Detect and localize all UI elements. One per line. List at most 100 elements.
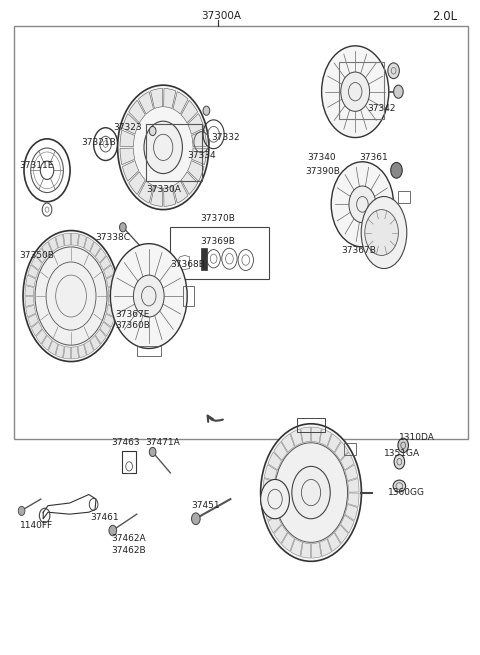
Wedge shape xyxy=(42,335,52,350)
Wedge shape xyxy=(327,533,341,552)
Text: 1310DA: 1310DA xyxy=(399,433,435,442)
Circle shape xyxy=(149,447,156,457)
Text: 37323: 37323 xyxy=(113,123,142,132)
Wedge shape xyxy=(31,256,42,270)
Wedge shape xyxy=(120,148,135,164)
Text: 37462B: 37462B xyxy=(111,546,146,555)
Wedge shape xyxy=(312,427,321,443)
Text: 37334: 37334 xyxy=(187,151,216,160)
Wedge shape xyxy=(192,130,206,147)
Ellipse shape xyxy=(361,196,407,269)
Wedge shape xyxy=(264,464,277,481)
Text: 37332: 37332 xyxy=(211,133,240,142)
Text: 37330A: 37330A xyxy=(146,185,181,195)
Wedge shape xyxy=(122,113,139,134)
Wedge shape xyxy=(151,186,163,206)
Wedge shape xyxy=(268,452,282,470)
Wedge shape xyxy=(48,341,58,355)
Wedge shape xyxy=(268,515,282,533)
Text: 2.0L: 2.0L xyxy=(432,10,457,23)
Bar xyxy=(14,26,468,439)
Circle shape xyxy=(341,72,370,111)
Wedge shape xyxy=(301,427,311,443)
Bar xyxy=(339,62,384,119)
Text: 37463: 37463 xyxy=(111,438,140,447)
Wedge shape xyxy=(104,265,114,278)
Wedge shape xyxy=(63,346,71,359)
Bar xyxy=(170,227,269,279)
Circle shape xyxy=(391,162,402,178)
Bar xyxy=(146,124,202,181)
Circle shape xyxy=(322,46,389,138)
Wedge shape xyxy=(274,525,288,544)
Wedge shape xyxy=(188,113,204,134)
Wedge shape xyxy=(42,242,52,257)
Circle shape xyxy=(349,186,376,223)
Wedge shape xyxy=(138,181,154,203)
Wedge shape xyxy=(335,441,348,460)
Circle shape xyxy=(388,63,399,79)
Bar xyxy=(201,248,207,270)
Text: 37321B: 37321B xyxy=(82,138,116,147)
Wedge shape xyxy=(263,493,275,506)
Wedge shape xyxy=(26,305,36,317)
Text: 37342: 37342 xyxy=(367,103,396,113)
Bar xyxy=(183,286,194,306)
Circle shape xyxy=(18,506,25,515)
Wedge shape xyxy=(108,297,117,307)
Wedge shape xyxy=(192,148,206,164)
Wedge shape xyxy=(107,275,116,287)
Wedge shape xyxy=(327,434,341,453)
Wedge shape xyxy=(164,88,176,109)
Wedge shape xyxy=(173,92,188,114)
Circle shape xyxy=(192,513,200,525)
Circle shape xyxy=(394,455,405,469)
Wedge shape xyxy=(72,346,79,359)
Wedge shape xyxy=(281,434,295,453)
Wedge shape xyxy=(63,233,71,246)
Wedge shape xyxy=(138,92,154,114)
Wedge shape xyxy=(96,329,106,344)
Wedge shape xyxy=(108,286,117,295)
Wedge shape xyxy=(104,314,114,327)
Wedge shape xyxy=(348,493,359,506)
Wedge shape xyxy=(281,533,295,552)
Wedge shape xyxy=(312,542,321,558)
Wedge shape xyxy=(28,314,38,327)
Circle shape xyxy=(365,210,398,255)
Text: 1351GA: 1351GA xyxy=(384,449,420,458)
Text: 37451: 37451 xyxy=(191,501,220,510)
Wedge shape xyxy=(340,515,354,533)
Circle shape xyxy=(109,525,117,536)
Wedge shape xyxy=(56,234,64,248)
Text: 37367B: 37367B xyxy=(341,246,376,255)
Circle shape xyxy=(394,85,403,98)
Text: 1360GG: 1360GG xyxy=(388,488,425,497)
Text: 37370B: 37370B xyxy=(201,214,236,223)
Circle shape xyxy=(133,275,164,317)
Circle shape xyxy=(110,244,187,348)
Wedge shape xyxy=(345,464,358,481)
Wedge shape xyxy=(31,322,42,336)
Text: 37368B: 37368B xyxy=(170,260,205,269)
Wedge shape xyxy=(320,429,332,446)
Wedge shape xyxy=(36,329,47,344)
Wedge shape xyxy=(72,233,79,246)
Text: 37461: 37461 xyxy=(90,513,119,522)
Wedge shape xyxy=(56,345,64,358)
Wedge shape xyxy=(25,286,34,295)
Ellipse shape xyxy=(393,480,406,492)
Text: 1140FF: 1140FF xyxy=(20,521,53,530)
Wedge shape xyxy=(263,479,275,492)
Circle shape xyxy=(120,223,126,232)
Wedge shape xyxy=(25,297,34,307)
Circle shape xyxy=(292,466,330,519)
Wedge shape xyxy=(348,479,359,492)
Text: 37462A: 37462A xyxy=(111,534,146,543)
Wedge shape xyxy=(90,242,100,257)
Wedge shape xyxy=(78,234,86,248)
Text: 37338C: 37338C xyxy=(95,233,130,242)
Circle shape xyxy=(35,247,107,345)
Bar xyxy=(398,191,410,203)
Wedge shape xyxy=(90,335,100,350)
